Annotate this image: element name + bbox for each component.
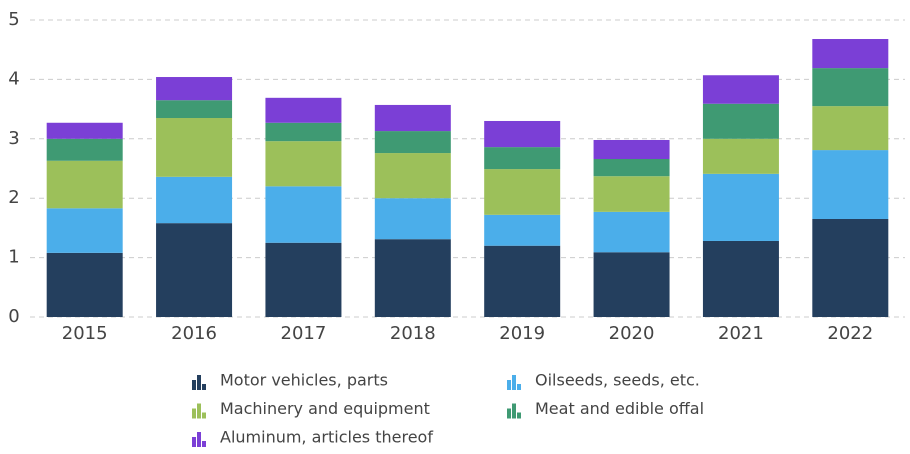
bar-segment: [265, 122, 342, 142]
bar-segment: [265, 242, 342, 317]
bar-segment: [265, 97, 342, 123]
bar-segment: [484, 214, 561, 246]
bar-segment: [593, 158, 670, 177]
bar-segment: [593, 176, 670, 212]
bar-segment: [484, 147, 561, 170]
x-tick-label: 2019: [499, 323, 545, 344]
legend-item: Machinery and equipment: [192, 399, 430, 419]
legend-icon: [517, 384, 521, 390]
x-tick-label: 2017: [281, 323, 327, 344]
bar-segment: [156, 77, 233, 101]
bar-segment: [812, 106, 889, 151]
y-tick-label: 5: [8, 9, 19, 30]
bar-segment: [265, 186, 342, 243]
bar-segment: [156, 176, 233, 224]
bar-segment: [46, 122, 123, 139]
legend-icon: [512, 403, 516, 419]
bar-segment: [702, 240, 779, 317]
bar-segment: [702, 103, 779, 139]
legend-icon: [507, 380, 511, 390]
bar-segment: [46, 252, 123, 317]
legend-item: Meat and edible offal: [507, 399, 704, 419]
x-tick-label: 2016: [171, 323, 217, 344]
x-tick-label: 2022: [827, 323, 873, 344]
legend-icon: [192, 380, 196, 390]
legend-icon: [202, 441, 206, 447]
legend-icon: [192, 437, 196, 447]
x-tick-label: 2020: [609, 323, 655, 344]
bar-segment: [156, 118, 233, 177]
y-tick-label: 1: [8, 247, 19, 268]
legend-icon: [202, 412, 206, 419]
legend-icon: [517, 412, 521, 419]
x-tick-label: 2021: [718, 323, 764, 344]
bar-segment: [812, 218, 889, 317]
legend-label: Meat and edible offal: [535, 399, 704, 418]
bar-segment: [374, 131, 451, 154]
legend-label: Aluminum, articles thereof: [220, 428, 433, 447]
legend-label: Motor vehicles, parts: [220, 371, 388, 390]
legend-icon: [197, 403, 201, 419]
bar-segment: [593, 252, 670, 317]
bar-segment: [484, 245, 561, 317]
legend-item: Motor vehicles, parts: [192, 371, 388, 390]
bar-segment: [374, 153, 451, 199]
bar-segment: [812, 150, 889, 219]
legend-item: Aluminum, articles thereof: [192, 428, 433, 447]
bar-segment: [156, 223, 233, 317]
bar-segment: [484, 169, 561, 215]
y-tick-label: 2: [8, 187, 19, 208]
x-tick-label: 2018: [390, 323, 436, 344]
bar-segment: [484, 120, 561, 148]
legend-icon: [197, 432, 201, 447]
bar-segment: [812, 68, 889, 107]
legend-icon: [512, 375, 516, 390]
bar-segment: [46, 208, 123, 253]
bar-segment: [593, 139, 670, 159]
bar-segment: [46, 160, 123, 209]
x-tick-label: 2015: [62, 323, 108, 344]
legend-item: Oilseeds, seeds, etc.: [507, 371, 700, 390]
legend-icon: [507, 408, 511, 419]
legend-icon: [197, 375, 201, 390]
bar-segment: [812, 39, 889, 69]
legend-label: Oilseeds, seeds, etc.: [535, 371, 700, 390]
legend-icon: [192, 408, 196, 419]
bar-segment: [156, 100, 233, 119]
bar-segment: [46, 138, 123, 161]
bar-segment: [374, 104, 451, 132]
bar-segment: [702, 173, 779, 241]
bar-segment: [702, 138, 779, 174]
legend-icon: [202, 384, 206, 390]
legend-label: Machinery and equipment: [220, 399, 430, 418]
bar-segment: [374, 239, 451, 317]
bar-segment: [374, 198, 451, 240]
y-tick-label: 4: [8, 68, 19, 89]
bar-segment: [593, 211, 670, 253]
y-tick-label: 0: [8, 306, 19, 327]
y-tick-label: 3: [8, 128, 19, 149]
bar-segment: [265, 141, 342, 187]
bar-segment: [702, 75, 779, 104]
